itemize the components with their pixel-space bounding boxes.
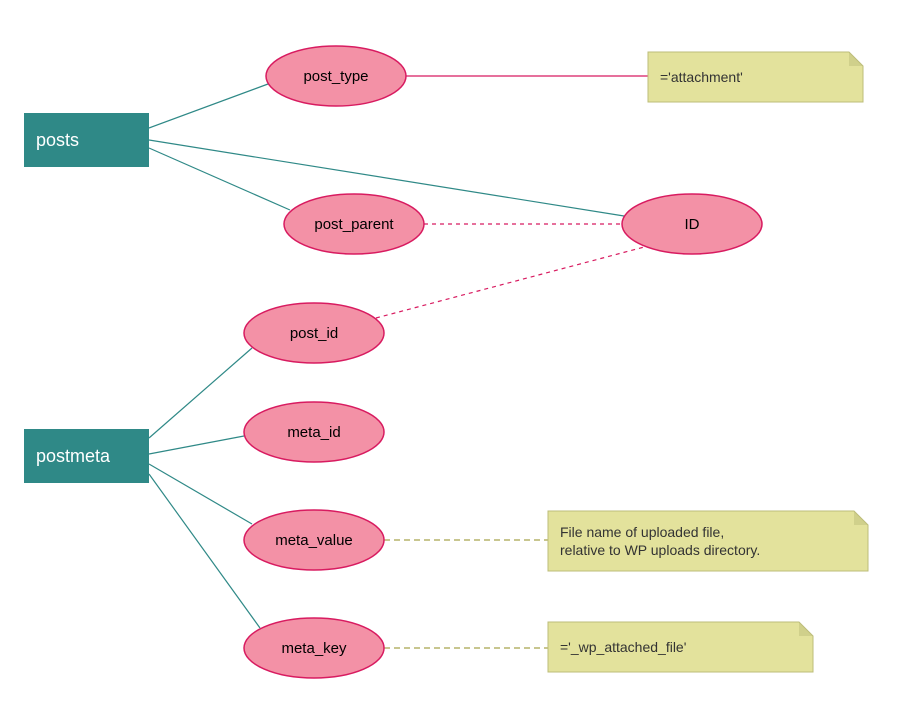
ellipse-id [622, 194, 762, 254]
entity-label-postmeta: postmeta [24, 429, 149, 483]
note-text-note_attachment: ='attachment' [648, 52, 863, 102]
diagram-canvas [0, 0, 898, 724]
ellipse-meta_key [244, 618, 384, 678]
edge-postmeta-post_id [149, 348, 252, 438]
note-text-note_metakey: ='_wp_attached_file' [548, 622, 813, 672]
edge-postmeta-meta_key [149, 474, 260, 628]
edge-posts-post_parent [149, 148, 290, 210]
edge-posts-post_type [149, 84, 268, 128]
edge-postmeta-meta_id [149, 436, 244, 454]
ellipse-post_id [244, 303, 384, 363]
edge-post_id-id [376, 246, 648, 318]
edge-postmeta-meta_value [149, 464, 252, 524]
ellipse-meta_value [244, 510, 384, 570]
ellipse-post_type [266, 46, 406, 106]
ellipse-post_parent [284, 194, 424, 254]
note-text-note_filename: File name of uploaded file,relative to W… [548, 511, 868, 571]
entity-label-posts: posts [24, 113, 149, 167]
ellipse-meta_id [244, 402, 384, 462]
